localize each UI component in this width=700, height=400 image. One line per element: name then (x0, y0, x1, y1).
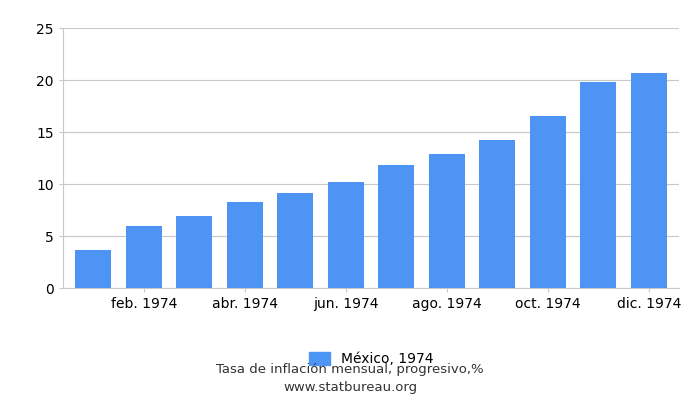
Bar (328, 182, 364, 288)
Bar (428, 154, 465, 288)
Bar (529, 116, 566, 288)
Text: www.statbureau.org: www.statbureau.org (283, 381, 417, 394)
Text: Tasa de inflación mensual, progresivo,%: Tasa de inflación mensual, progresivo,% (216, 364, 484, 376)
Bar (227, 202, 263, 288)
Bar (631, 73, 667, 288)
Bar (176, 216, 213, 288)
Bar (479, 140, 515, 288)
Bar (277, 193, 314, 288)
Legend: México, 1974: México, 1974 (309, 352, 433, 366)
Bar (75, 250, 111, 288)
Bar (378, 165, 414, 288)
Bar (580, 82, 617, 288)
Bar (125, 226, 162, 288)
